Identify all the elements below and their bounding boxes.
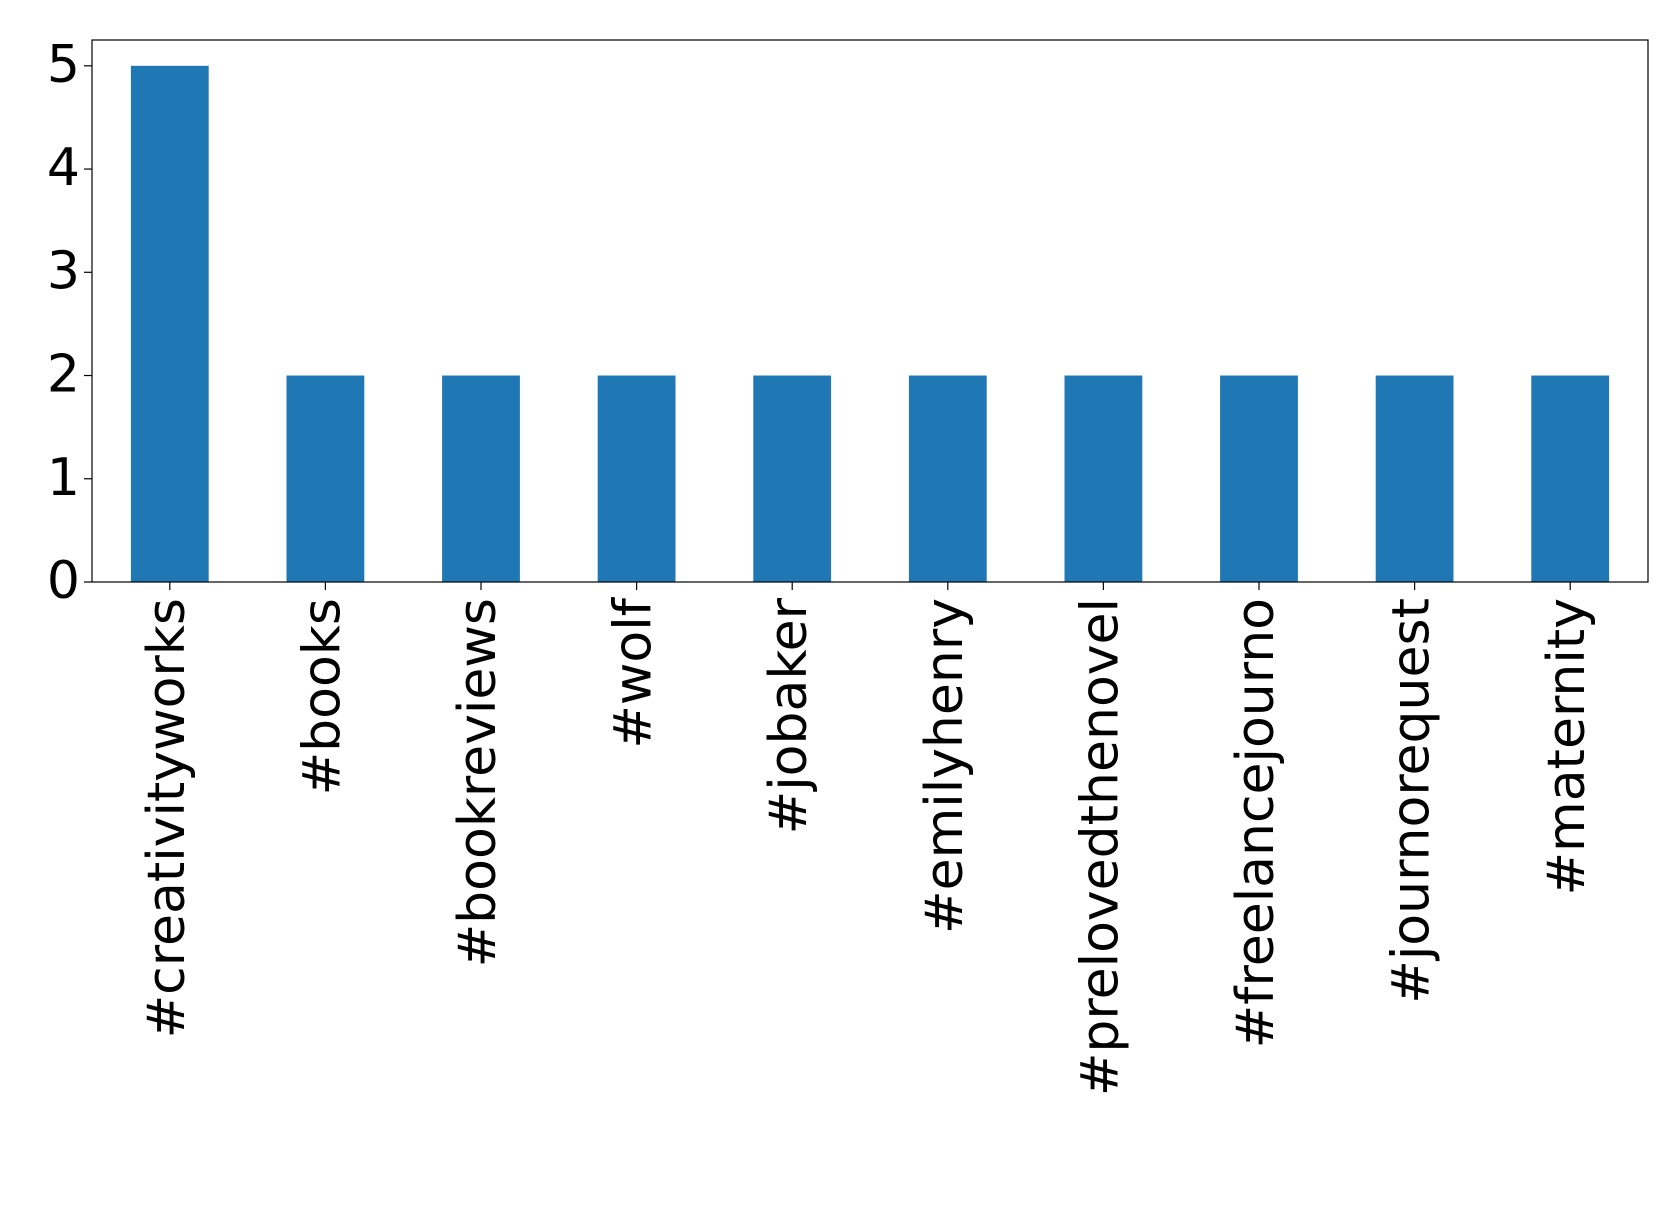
bar — [1375, 375, 1454, 582]
y-tick-label: 1 — [47, 448, 80, 508]
bar — [1064, 375, 1143, 582]
y-tick-label: 3 — [47, 241, 80, 301]
y-tick-label: 4 — [47, 138, 80, 198]
plot-frame — [91, 39, 1649, 583]
x-tick-label: #emilyhenry — [915, 598, 975, 934]
x-tick-label: #maternity — [1537, 598, 1597, 896]
bar — [442, 375, 520, 582]
x-tick-label: #prelovedthenovel — [1070, 598, 1130, 1096]
bar — [908, 375, 987, 582]
bar — [753, 375, 832, 582]
x-tick-label: #freelancejourno — [1226, 598, 1286, 1048]
y-tick-label: 0 — [47, 551, 80, 611]
x-tick-label: #jobaker — [759, 597, 819, 834]
bar — [597, 375, 676, 582]
y-tick-label: 2 — [47, 345, 80, 405]
bar — [130, 65, 209, 583]
y-tick-label: 5 — [47, 35, 80, 95]
x-tick-label: #wolf — [604, 596, 664, 748]
x-tick-label: #journorequest — [1382, 598, 1442, 1004]
bar — [1531, 375, 1610, 582]
x-tick-label: #bookreviews — [448, 598, 508, 967]
x-tick-label: #books — [292, 598, 352, 795]
x-tick-label: #creativityworks — [137, 598, 197, 1038]
bar — [1220, 375, 1298, 582]
bar — [286, 375, 365, 582]
